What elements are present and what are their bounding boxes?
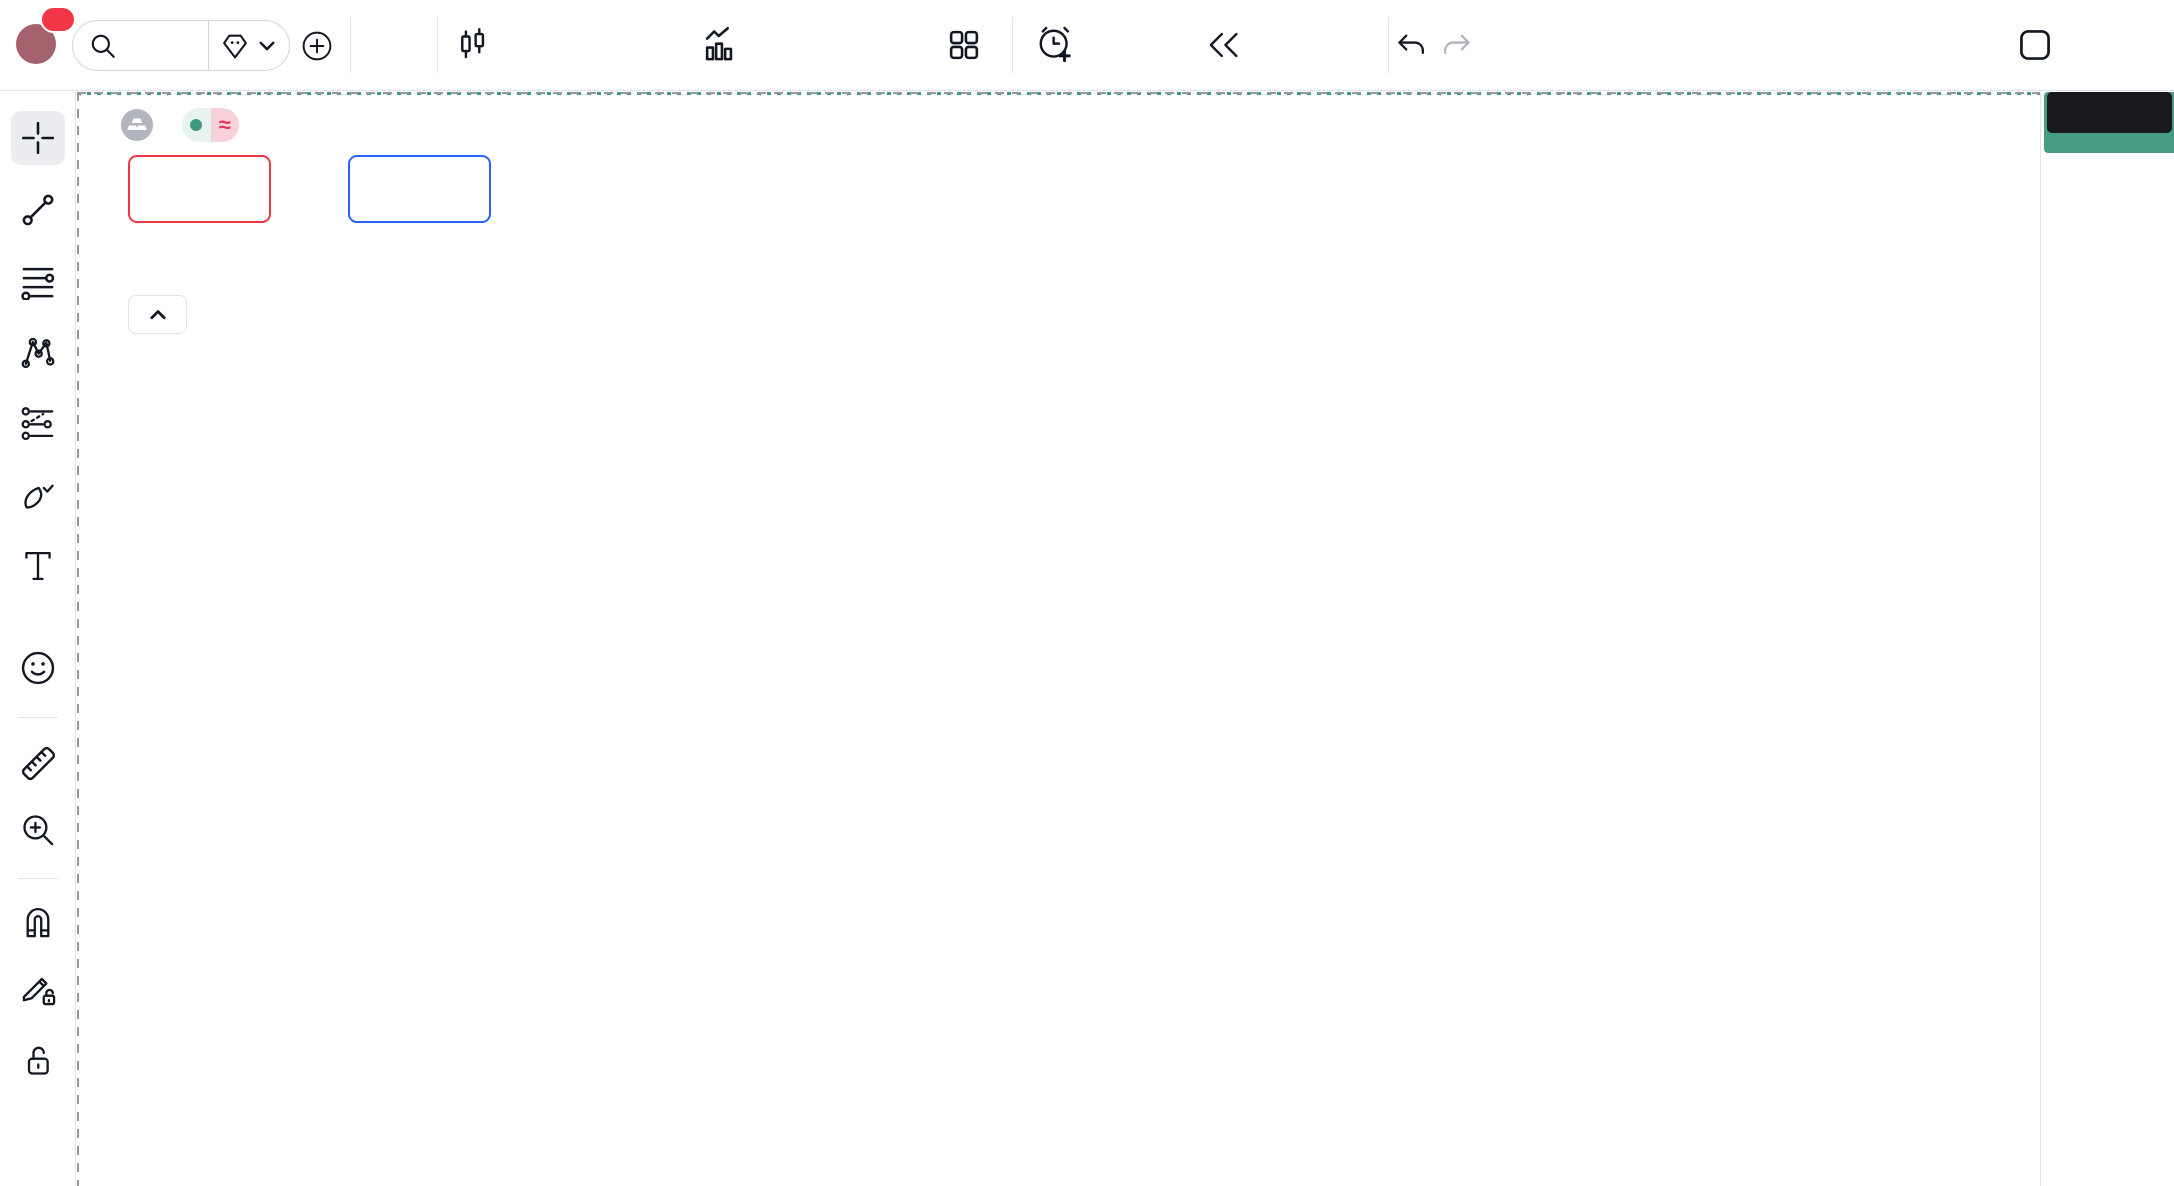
indicators-button[interactable] [702, 27, 738, 63]
indicators-icon [705, 27, 733, 61]
tool-xabcd-pattern[interactable] [11, 326, 65, 380]
text-icon [25, 551, 51, 581]
crosshair-horizontal-line [77, 92, 2040, 94]
candlestick-style-icon [461, 28, 485, 59]
approx-data-icon: ≈ [210, 108, 239, 142]
legend-collapse-button[interactable] [128, 295, 187, 334]
buy-button[interactable] [348, 155, 491, 223]
drawing-pencil-lock-icon [22, 977, 56, 1006]
tool-crosshair[interactable] [11, 111, 65, 165]
chart-canvas[interactable] [77, 92, 2040, 1186]
silver-symbol-icon [121, 109, 153, 141]
pill-divider [208, 21, 209, 70]
brush-icon [24, 484, 54, 509]
fib-retracement-icon [21, 267, 55, 300]
symbol-search-segment[interactable] [73, 31, 208, 61]
toolbar-divider [437, 17, 438, 73]
tool-trend-line[interactable] [11, 183, 65, 237]
tool-ruler[interactable] [11, 736, 65, 790]
tool-lock-all[interactable] [11, 1033, 65, 1087]
tool-text[interactable] [11, 539, 65, 593]
parallel-channel-icon [21, 407, 54, 441]
replay-rewind-icon [1209, 32, 1238, 58]
toolbar-divider [1012, 17, 1013, 73]
crosshair-icon [21, 121, 55, 155]
undo-button[interactable] [1396, 30, 1428, 62]
tool-zoom-in[interactable] [11, 803, 65, 857]
chevron-down-icon [259, 41, 275, 50]
sell-button[interactable] [128, 155, 271, 223]
symbol-source-menu[interactable] [209, 30, 289, 62]
tool-drawing-lock[interactable] [11, 961, 65, 1015]
search-icon [91, 34, 115, 58]
chevron-up-icon [149, 309, 166, 319]
add-symbol-button[interactable] [302, 31, 332, 61]
volume-indicator-legend[interactable] [128, 240, 142, 268]
redo-button[interactable] [1440, 30, 1472, 62]
tool-fib-retracement[interactable] [11, 255, 65, 309]
emoji-icon [21, 651, 55, 685]
zoom-in-icon [23, 815, 54, 846]
lock-all-icon [27, 1046, 49, 1075]
toolbar-divider [1388, 17, 1389, 73]
drawing-tools-sidebar [0, 92, 76, 1186]
crosshair-vertical-line [77, 92, 79, 1186]
tool-parallel-channel[interactable] [11, 396, 65, 450]
xabcd-pattern-icon [21, 337, 55, 369]
sidebar-divider [18, 878, 58, 879]
replay-button[interactable] [1206, 28, 1240, 62]
top-toolbar [0, 0, 2174, 91]
magnet-icon [26, 908, 50, 938]
plus-circle-icon [302, 31, 332, 61]
sidebar-divider [18, 717, 58, 718]
market-status-toggle[interactable]: ≈ [182, 108, 239, 142]
tool-emoji[interactable] [11, 641, 65, 695]
layouts-grid-button[interactable] [946, 27, 982, 63]
diamond-icon [223, 34, 247, 58]
alert-clock-icon [1039, 26, 1071, 63]
crosshair-price-badge [2047, 92, 2172, 133]
undo-icon [1398, 34, 1424, 54]
tool-brush[interactable] [11, 468, 65, 522]
save-layout-button[interactable] [2016, 26, 2054, 64]
save-layout-icon [2020, 30, 2050, 60]
market-open-dot [182, 108, 211, 142]
ohlc-readout [808, 112, 872, 140]
layout-grid-icon [949, 30, 979, 60]
ruler-icon [21, 746, 56, 781]
price-axis[interactable] [2040, 92, 2174, 1186]
chart-style-button[interactable] [455, 28, 489, 62]
alert-button[interactable] [1036, 26, 1074, 64]
tool-magnet[interactable] [11, 895, 65, 949]
symbol-search-box[interactable] [72, 20, 290, 71]
trend-line-icon [22, 194, 54, 226]
notification-badge[interactable] [40, 6, 76, 33]
redo-icon [1444, 34, 1470, 54]
toolbar-divider [350, 17, 351, 73]
